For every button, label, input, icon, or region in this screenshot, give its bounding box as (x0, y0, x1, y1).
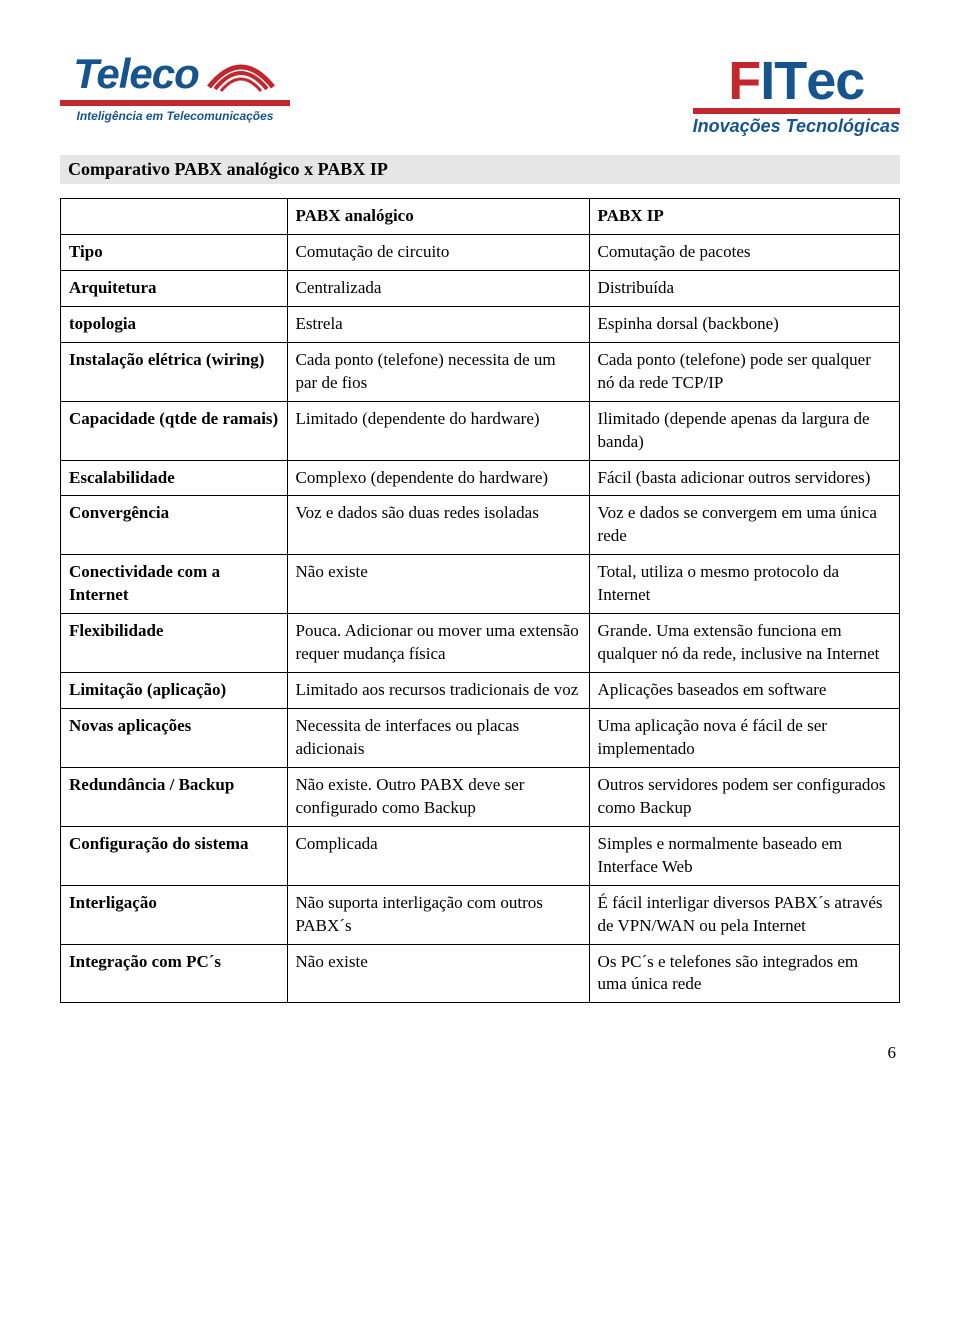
table-row: Novas aplicações Necessita de interfaces… (61, 709, 900, 768)
cell-analog: Não existe (287, 944, 589, 1003)
table-row: Escalabilidade Complexo (dependente do h… (61, 460, 900, 496)
table-row: Arquitetura Centralizada Distribuída (61, 270, 900, 306)
cell-analog: Centralizada (287, 270, 589, 306)
cell-analog: Não existe (287, 555, 589, 614)
fitec-letter-t: T (774, 50, 806, 112)
row-label: Instalação elétrica (wiring) (61, 342, 288, 401)
cell-ip: Ilimitado (depende apenas da largura de … (589, 401, 899, 460)
table-row: Tipo Comutação de circuito Comutação de … (61, 234, 900, 270)
table-header-blank (61, 199, 288, 235)
row-label: Flexibilidade (61, 614, 288, 673)
table-row: Configuração do sistema Complicada Simpl… (61, 826, 900, 885)
table-row: topologia Estrela Espinha dorsal (backbo… (61, 306, 900, 342)
cell-analog: Estrela (287, 306, 589, 342)
fitec-tagline: Inovações Tecnológicas (693, 116, 900, 137)
cell-ip: Uma aplicação nova é fácil de ser implem… (589, 709, 899, 768)
table-row: Limitação (aplicação) Limitado aos recur… (61, 673, 900, 709)
table-row: Conectividade com a Internet Não existe … (61, 555, 900, 614)
section-title: Comparativo PABX analógico x PABX IP (60, 155, 900, 184)
cell-analog: Não existe. Outro PABX deve ser configur… (287, 767, 589, 826)
cell-analog: Limitado (dependente do hardware) (287, 401, 589, 460)
row-label: Convergência (61, 496, 288, 555)
cell-ip: Grande. Uma extensão funciona em qualque… (589, 614, 899, 673)
cell-analog: Comutação de circuito (287, 234, 589, 270)
teleco-red-bar (60, 100, 290, 106)
fitec-red-underline (693, 108, 900, 114)
cell-ip: Aplicações baseados em software (589, 673, 899, 709)
cell-analog: Voz e dados são duas redes isoladas (287, 496, 589, 555)
fitec-letters-ec: ec (806, 50, 864, 112)
row-label: Conectividade com a Internet (61, 555, 288, 614)
cell-ip: É fácil interligar diversos PABX´s atrav… (589, 885, 899, 944)
table-header-analog: PABX analógico (287, 199, 589, 235)
cell-ip: Cada ponto (telefone) pode ser qualquer … (589, 342, 899, 401)
cell-analog: Necessita de interfaces ou placas adicio… (287, 709, 589, 768)
fitec-letter-f: F (728, 50, 760, 112)
cell-ip: Total, utiliza o mesmo protocolo da Inte… (589, 555, 899, 614)
table-row: Interligação Não suporta interligação co… (61, 885, 900, 944)
cell-analog: Não suporta interligação com outros PABX… (287, 885, 589, 944)
teleco-wordmark: Teleco (73, 50, 199, 98)
table-header-ip: PABX IP (589, 199, 899, 235)
row-label: Arquitetura (61, 270, 288, 306)
row-label: Redundância / Backup (61, 767, 288, 826)
table-row: Redundância / Backup Não existe. Outro P… (61, 767, 900, 826)
row-label: Integração com PC´s (61, 944, 288, 1003)
cell-ip: Os PC´s e telefones são integrados em um… (589, 944, 899, 1003)
row-label: Limitação (aplicação) (61, 673, 288, 709)
table-row: Instalação elétrica (wiring) Cada ponto … (61, 342, 900, 401)
cell-ip: Distribuída (589, 270, 899, 306)
fitec-wordmark: F I T ec (728, 50, 864, 112)
cell-ip: Fácil (basta adicionar outros servidores… (589, 460, 899, 496)
fitec-letter-i: I (760, 50, 774, 112)
table-row: Flexibilidade Pouca. Adicionar ou mover … (61, 614, 900, 673)
cell-ip: Espinha dorsal (backbone) (589, 306, 899, 342)
teleco-logo: Teleco Inteligência em Telecomunicações (60, 50, 290, 123)
cell-analog: Cada ponto (telefone) necessita de um pa… (287, 342, 589, 401)
fitec-logo: F I T ec Inovações Tecnológicas (693, 50, 900, 137)
row-label: Interligação (61, 885, 288, 944)
teleco-logo-top: Teleco (73, 50, 277, 98)
table-row: Integração com PC´s Não existe Os PC´s e… (61, 944, 900, 1003)
table-header-row: PABX analógico PABX IP (61, 199, 900, 235)
header: Teleco Inteligência em Telecomunicações … (60, 50, 900, 137)
table-row: Capacidade (qtde de ramais) Limitado (de… (61, 401, 900, 460)
page-number: 6 (60, 1043, 900, 1063)
cell-analog: Complexo (dependente do hardware) (287, 460, 589, 496)
cell-ip: Outros servidores podem ser configurados… (589, 767, 899, 826)
cell-ip: Comutação de pacotes (589, 234, 899, 270)
row-label: topologia (61, 306, 288, 342)
teleco-arc-icon (205, 53, 277, 95)
teleco-tagline: Inteligência em Telecomunicações (77, 109, 274, 123)
row-label: Tipo (61, 234, 288, 270)
cell-ip: Simples e normalmente baseado em Interfa… (589, 826, 899, 885)
cell-analog: Pouca. Adicionar ou mover uma extensão r… (287, 614, 589, 673)
row-label: Novas aplicações (61, 709, 288, 768)
cell-analog: Complicada (287, 826, 589, 885)
row-label: Configuração do sistema (61, 826, 288, 885)
row-label: Escalabilidade (61, 460, 288, 496)
row-label: Capacidade (qtde de ramais) (61, 401, 288, 460)
cell-ip: Voz e dados se convergem em uma única re… (589, 496, 899, 555)
table-row: Convergência Voz e dados são duas redes … (61, 496, 900, 555)
cell-analog: Limitado aos recursos tradicionais de vo… (287, 673, 589, 709)
comparison-table: PABX analógico PABX IP Tipo Comutação de… (60, 198, 900, 1003)
